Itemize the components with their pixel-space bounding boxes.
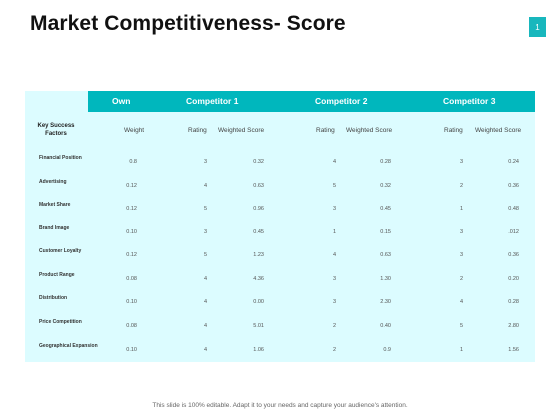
c2-score-cell: 0.15 bbox=[380, 229, 391, 235]
c1-rating-cell: 5 bbox=[203, 252, 207, 258]
table-header-band bbox=[88, 91, 535, 112]
row-factor-label: Product Range bbox=[39, 272, 75, 278]
c2-score-cell: 0.45 bbox=[380, 206, 391, 212]
c3-rating-header: Rating bbox=[444, 127, 463, 134]
c2-rating-cell: 2 bbox=[332, 323, 336, 329]
c3-rating-cell: 3 bbox=[459, 252, 463, 258]
c2-rating-header: Rating bbox=[316, 127, 335, 134]
weight-cell: 0.12 bbox=[126, 206, 137, 212]
weight-cell: 0.08 bbox=[126, 276, 137, 282]
c1-score-cell: 4.36 bbox=[253, 276, 264, 282]
c3-score-cell: 0.24 bbox=[508, 159, 519, 165]
footer-note: This slide is 100% editable. Adapt it to… bbox=[152, 402, 408, 409]
c1-score-cell: 0.45 bbox=[253, 229, 264, 235]
c2-score-cell: 2.30 bbox=[380, 299, 391, 305]
c1-score-cell: 0.63 bbox=[253, 183, 264, 189]
header-competitor-3: Competitor 3 bbox=[443, 96, 496, 106]
c2-score-cell: 0.32 bbox=[380, 183, 391, 189]
c1-rating-cell: 4 bbox=[203, 323, 207, 329]
c1-rating-header: Rating bbox=[188, 127, 207, 134]
weight-cell: 0.12 bbox=[126, 183, 137, 189]
c3-rating-cell: 3 bbox=[459, 159, 463, 165]
c2-score-cell: 0.40 bbox=[380, 323, 391, 329]
c1-rating-cell: 4 bbox=[203, 276, 207, 282]
c1-rating-cell: 5 bbox=[203, 206, 207, 212]
c1-score-cell: 0.32 bbox=[253, 159, 264, 165]
c2-score-cell: 0.28 bbox=[380, 159, 391, 165]
c1-score-cell: 0.96 bbox=[253, 206, 264, 212]
row-factor-label: Market Share bbox=[39, 202, 71, 208]
weight-header: Weight bbox=[124, 127, 145, 134]
c2-rating-cell: 4 bbox=[332, 159, 336, 165]
c3-score-cell: 0.20 bbox=[508, 276, 519, 282]
c1-rating-cell: 3 bbox=[203, 229, 207, 235]
row-factor-label: Brand Image bbox=[39, 225, 70, 231]
page-title: Market Competitiveness- Score bbox=[30, 12, 346, 35]
page-number-badge: 1 bbox=[529, 17, 546, 37]
c1-score-cell: 1.23 bbox=[253, 252, 264, 258]
c3-score-cell: 0.36 bbox=[508, 183, 519, 189]
c1-score-cell: 1.06 bbox=[253, 347, 264, 353]
c1-rating-cell: 4 bbox=[203, 183, 207, 189]
header-competitor-1: Competitor 1 bbox=[186, 96, 239, 106]
c3-rating-cell: 2 bbox=[459, 276, 463, 282]
c3-weighted-header: Weighted Score bbox=[475, 127, 522, 134]
c1-rating-cell: 4 bbox=[203, 347, 207, 353]
c2-score-cell: 0.63 bbox=[380, 252, 391, 258]
weight-cell: 0.10 bbox=[126, 229, 137, 235]
header-competitor-2: Competitor 2 bbox=[315, 96, 368, 106]
c2-rating-cell: 3 bbox=[332, 276, 336, 282]
weight-cell: 0.12 bbox=[126, 252, 137, 258]
c3-rating-cell: 1 bbox=[459, 347, 463, 353]
weight-cell: 0.08 bbox=[126, 323, 137, 329]
c2-weighted-header: Weighted Score bbox=[346, 127, 393, 134]
row-factor-label: Distribution bbox=[39, 295, 68, 301]
c1-weighted-header: Weighted Score bbox=[218, 127, 265, 134]
c3-score-cell: 0.36 bbox=[508, 252, 519, 258]
c2-score-cell: 0.9 bbox=[383, 347, 391, 353]
c3-rating-cell: 4 bbox=[459, 299, 463, 305]
c3-score-cell: 0.48 bbox=[508, 206, 519, 212]
c3-rating-cell: 1 bbox=[459, 206, 463, 212]
c3-score-cell: .012 bbox=[508, 229, 519, 235]
score-table: Own Competitor 1 Competitor 2 Competitor… bbox=[25, 91, 535, 362]
c1-score-cell: 0.00 bbox=[253, 299, 264, 305]
c2-rating-cell: 5 bbox=[332, 183, 336, 189]
weight-cell: 0.10 bbox=[126, 347, 137, 353]
c1-score-cell: 5.01 bbox=[253, 323, 264, 329]
row-factor-label: Customer Loyalty bbox=[39, 248, 82, 254]
weight-cell: 0.10 bbox=[126, 299, 137, 305]
c2-rating-cell: 3 bbox=[332, 299, 336, 305]
c1-rating-cell: 4 bbox=[203, 299, 207, 305]
c2-rating-cell: 3 bbox=[332, 206, 336, 212]
c3-score-cell: 0.28 bbox=[508, 299, 519, 305]
row-factor-label: Advertising bbox=[39, 179, 67, 185]
weight-cell: 0.8 bbox=[129, 159, 137, 165]
c3-score-cell: 2.80 bbox=[508, 323, 519, 329]
c3-rating-cell: 5 bbox=[459, 323, 463, 329]
c2-rating-cell: 2 bbox=[332, 347, 336, 353]
row-factor-label: Price Competition bbox=[39, 319, 82, 325]
c3-rating-cell: 3 bbox=[459, 229, 463, 235]
c2-rating-cell: 1 bbox=[332, 229, 336, 235]
c2-score-cell: 1.30 bbox=[380, 276, 391, 282]
row-factor-label: Geographical Expansion bbox=[39, 343, 98, 349]
header-own: Own bbox=[112, 96, 131, 106]
c2-rating-cell: 4 bbox=[332, 252, 336, 258]
c1-rating-cell: 3 bbox=[203, 159, 207, 165]
c3-rating-cell: 2 bbox=[459, 183, 463, 189]
key-success-factors-label: Key Success Factors bbox=[37, 123, 75, 137]
row-factor-label: Financial Position bbox=[39, 155, 82, 161]
c3-score-cell: 1.56 bbox=[508, 347, 519, 353]
